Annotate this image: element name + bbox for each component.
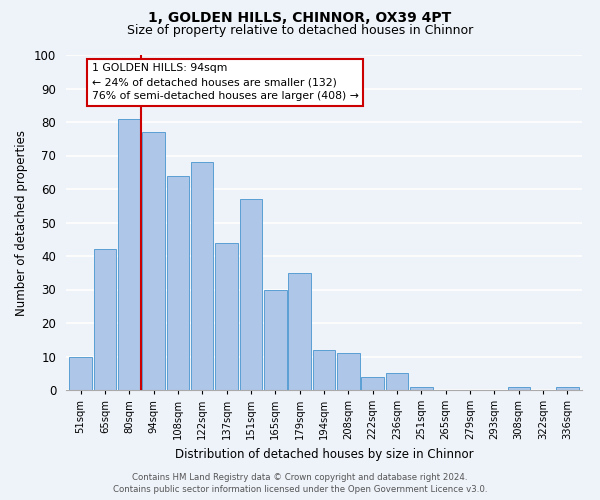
Bar [337,353,359,390]
Bar [191,162,214,390]
Bar [556,386,578,390]
Text: Size of property relative to detached houses in Chinnor: Size of property relative to detached ho… [127,24,473,37]
Bar [215,242,238,390]
Text: Contains HM Land Registry data © Crown copyright and database right 2024.
Contai: Contains HM Land Registry data © Crown c… [113,473,487,494]
Text: 1, GOLDEN HILLS, CHINNOR, OX39 4PT: 1, GOLDEN HILLS, CHINNOR, OX39 4PT [148,11,452,25]
Text: 1 GOLDEN HILLS: 94sqm
← 24% of detached houses are smaller (132)
76% of semi-det: 1 GOLDEN HILLS: 94sqm ← 24% of detached … [92,64,359,102]
Bar [264,290,287,390]
Bar [118,118,140,390]
Bar [361,376,384,390]
Bar [70,356,92,390]
Bar [240,199,262,390]
Y-axis label: Number of detached properties: Number of detached properties [16,130,28,316]
Bar [94,250,116,390]
Bar [167,176,189,390]
Bar [508,386,530,390]
X-axis label: Distribution of detached houses by size in Chinnor: Distribution of detached houses by size … [175,448,473,460]
Bar [313,350,335,390]
Bar [410,386,433,390]
Bar [142,132,165,390]
Bar [289,273,311,390]
Bar [386,373,408,390]
